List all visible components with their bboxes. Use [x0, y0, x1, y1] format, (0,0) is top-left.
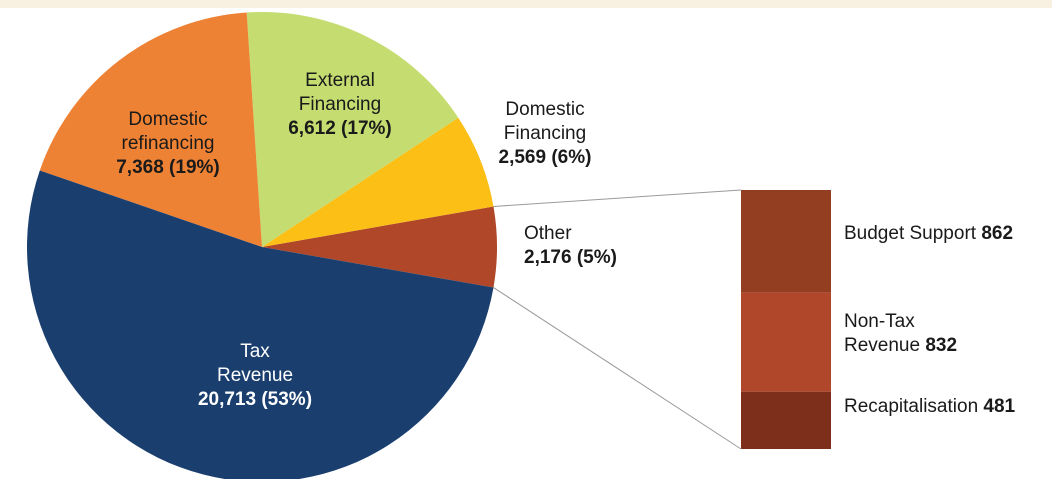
slice-value: 2,569 (6%): [498, 147, 592, 168]
bar-segment: [741, 391, 831, 449]
slice-label: Other 2,176 (5%): [524, 222, 664, 270]
bar-segment: [741, 292, 831, 392]
slice-name: Domestic Financing: [503, 99, 587, 144]
slice-label: Tax Revenue 20,713 (53%): [180, 340, 330, 412]
pie-slice: [39, 12, 262, 248]
top-band: [0, 0, 1052, 8]
bar-name: Budget Support: [844, 223, 977, 244]
slice-name: Other: [524, 223, 572, 244]
slice-name: Domestic refinancing: [121, 109, 215, 154]
slice-name: Tax Revenue: [216, 341, 294, 386]
slice-label: External Financing 6,612 (17%): [275, 69, 405, 141]
slice-value: 6,612 (17%): [288, 118, 392, 139]
pie-slice: [262, 117, 494, 247]
bar-value: 481: [983, 396, 1016, 417]
bar-label: Recapitalisation 481: [844, 395, 1034, 419]
pie-slice: [262, 206, 497, 288]
slice-label: Domestic refinancing 7,368 (19%): [98, 108, 238, 180]
slice-label: Domestic Financing 2,569 (6%): [480, 98, 610, 170]
bar-segment: [741, 190, 831, 293]
bar-label: Budget Support 862: [844, 222, 1034, 246]
bar-name: Recapitalisation: [844, 396, 979, 417]
slice-value: 20,713 (53%): [197, 389, 313, 410]
slice-value: 7,368 (19%): [116, 157, 220, 178]
bar-name: Non-Tax Revenue: [844, 311, 921, 356]
slice-value: 2,176 (5%): [524, 247, 617, 268]
bar-value: 862: [981, 223, 1014, 244]
pie-slice: [246, 11, 459, 247]
connector: [493, 189, 742, 207]
connector: [493, 287, 742, 450]
pie-slice: [27, 170, 494, 479]
bar-value: 832: [925, 335, 958, 356]
slice-name: External Financing: [298, 70, 382, 115]
bar-label: Non-Tax Revenue 832: [844, 310, 994, 358]
